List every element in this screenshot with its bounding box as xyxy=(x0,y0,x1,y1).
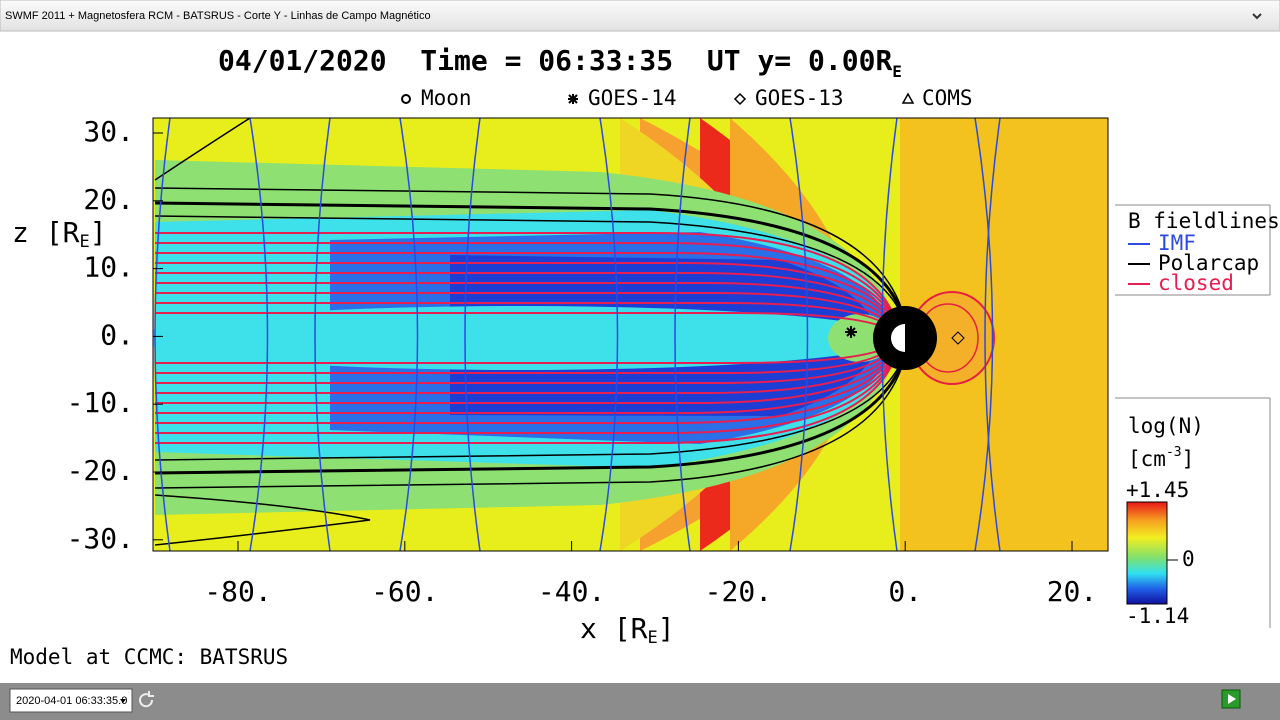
x-tick-label: -40. xyxy=(538,575,605,608)
refresh-button[interactable] xyxy=(139,691,154,708)
goes14-symbol xyxy=(568,94,578,104)
colorbar-box xyxy=(1115,397,1271,628)
x-tick-label: -60. xyxy=(371,575,438,608)
title-bar xyxy=(0,0,1280,32)
polarcap-fieldline xyxy=(154,494,371,546)
unit-end: ] xyxy=(1182,447,1195,471)
colorbar-title: log(N) xyxy=(1128,414,1204,438)
imf-fieldline xyxy=(789,118,809,551)
polarcap-fieldline xyxy=(154,118,251,181)
moon-symbol xyxy=(401,94,411,104)
marker-label: GOES-13 xyxy=(755,86,844,110)
legend-label: closed xyxy=(1158,271,1234,295)
plot-frame xyxy=(152,117,1109,552)
unit-text: [cm xyxy=(1128,447,1166,471)
y-tick-label: 10. xyxy=(83,251,134,284)
colorbar-max: +1.45 xyxy=(1126,478,1189,502)
imf-fieldline xyxy=(314,118,331,551)
imf-fieldline xyxy=(249,118,269,551)
x-label-sub: E xyxy=(647,628,657,648)
fieldline-legend-title: B fieldlines xyxy=(1128,209,1280,233)
x-tick-label: 20. xyxy=(1047,575,1098,608)
credit: Model at CCMC: BATSRUS xyxy=(10,645,288,669)
y-axis-label: z [RE] xyxy=(12,216,107,252)
y-tick-label: -30. xyxy=(67,522,134,555)
x-axis-label: x [RE] xyxy=(580,612,675,648)
marker-label: COMS xyxy=(922,86,973,110)
fieldline-legend-box xyxy=(1115,204,1271,296)
y-label-end: ] xyxy=(90,216,107,249)
time-select[interactable] xyxy=(9,688,133,713)
imf-fieldline xyxy=(674,118,691,551)
unit-sup: -3 xyxy=(1166,445,1182,460)
y-tick-label: 0. xyxy=(100,318,134,351)
y-tick-label: -10. xyxy=(67,386,134,419)
collapse-button[interactable] xyxy=(1252,13,1262,20)
y-tick-label: 20. xyxy=(83,183,134,216)
marker-label: GOES-14 xyxy=(588,86,677,110)
x-tick-label: 0. xyxy=(888,575,922,608)
coms-symbol xyxy=(901,92,915,104)
legend-label: Polarcap xyxy=(1158,251,1259,275)
title-subscript: E xyxy=(892,62,902,81)
colorbar xyxy=(1126,501,1168,605)
y-tick-label: -20. xyxy=(67,454,134,487)
window-title: SWMF 2011 + Magnetosfera RCM - BATSRUS -… xyxy=(5,10,431,22)
imf-fieldline xyxy=(984,118,1001,551)
imf-fieldline xyxy=(464,118,481,551)
time-select-text: 2020-04-01 06:33:35.0 xyxy=(16,695,127,707)
x-label-text: x [R xyxy=(580,612,648,645)
x-tick-label: -20. xyxy=(705,575,772,608)
x-tick-label: -80. xyxy=(204,575,271,608)
goes13-symbol xyxy=(733,92,747,106)
title-text: 04/01/2020 Time = 06:33:35 UT y= 0.00R xyxy=(218,44,892,77)
legend-label: IMF xyxy=(1158,231,1196,255)
y-label-text: z [R xyxy=(12,216,80,249)
plot-title: 04/01/2020 Time = 06:33:35 UT y= 0.00RE xyxy=(218,44,902,81)
toolbar xyxy=(0,683,1280,720)
y-tick-label: 30. xyxy=(83,115,134,148)
colorbar-min: -1.14 xyxy=(1126,604,1189,628)
marker-label: Moon xyxy=(421,86,472,110)
play-icon xyxy=(1228,694,1236,704)
y-label-sub: E xyxy=(79,232,89,252)
imf-fieldline xyxy=(599,118,619,551)
x-label-end: ] xyxy=(658,612,675,645)
colorbar-unit: [cm-3] xyxy=(1128,445,1194,472)
imf-fieldline xyxy=(974,118,994,551)
select-arrow xyxy=(120,699,126,703)
imf-fieldline xyxy=(399,118,419,551)
colorbar-mid: 0 xyxy=(1182,547,1195,571)
plot-field xyxy=(153,118,1108,551)
